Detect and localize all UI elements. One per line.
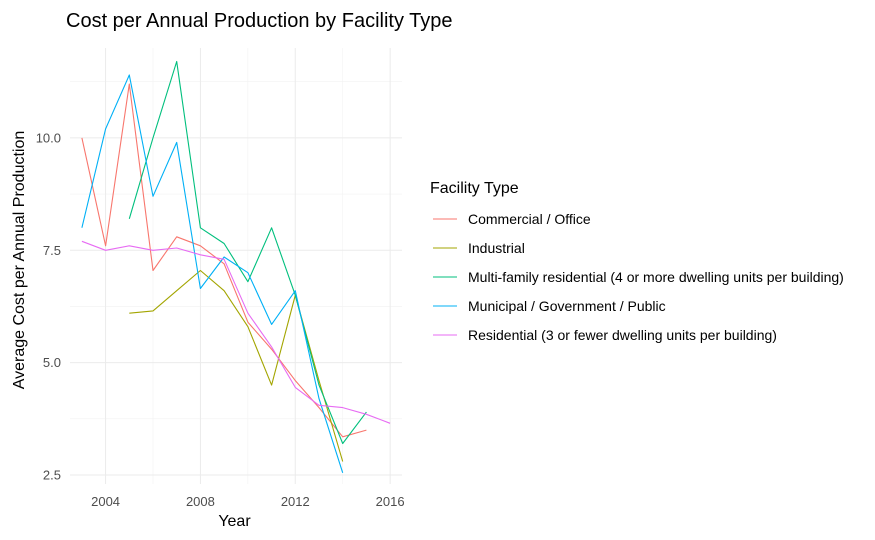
y-axis-ticks: 2.5 5.0 7.5 10.0 bbox=[36, 130, 61, 482]
series-line bbox=[81, 74, 344, 473]
plot-area bbox=[70, 48, 402, 484]
x-axis-ticks: 2004 2008 2012 2016 bbox=[91, 494, 404, 509]
legend: Facility Type Commercial / Office Industr… bbox=[430, 180, 844, 343]
legend-items: Commercial / Office Industrial Multi-famil… bbox=[433, 211, 844, 343]
x-tick-label: 2016 bbox=[376, 494, 405, 509]
y-tick-label: 10.0 bbox=[36, 130, 61, 145]
series-line bbox=[129, 269, 344, 462]
y-tick-label: 2.5 bbox=[43, 468, 61, 483]
x-axis-title: Year bbox=[218, 513, 251, 530]
legend-label: Municipal / Government / Public bbox=[468, 298, 666, 314]
y-axis-title: Average Cost per Annual Production bbox=[11, 131, 28, 390]
series-line bbox=[81, 83, 367, 438]
chart-title: Cost per Annual Production by Facility T… bbox=[66, 10, 453, 32]
series-lines bbox=[81, 60, 391, 473]
series-line bbox=[81, 240, 391, 424]
x-tick-label: 2012 bbox=[281, 494, 310, 509]
y-tick-label: 7.5 bbox=[43, 243, 61, 258]
legend-label: Industrial bbox=[468, 240, 525, 256]
legend-label: Multi-family residential (4 or more dwel… bbox=[468, 269, 844, 285]
y-tick-label: 5.0 bbox=[43, 355, 61, 370]
legend-label: Residential (3 or fewer dwelling units p… bbox=[468, 327, 777, 343]
x-tick-label: 2008 bbox=[186, 494, 215, 509]
grid-major bbox=[70, 48, 402, 484]
grid-minor bbox=[70, 48, 402, 484]
legend-title: Facility Type bbox=[430, 180, 519, 197]
x-tick-label: 2004 bbox=[91, 494, 120, 509]
series-line bbox=[128, 60, 367, 445]
legend-label: Commercial / Office bbox=[468, 211, 591, 227]
